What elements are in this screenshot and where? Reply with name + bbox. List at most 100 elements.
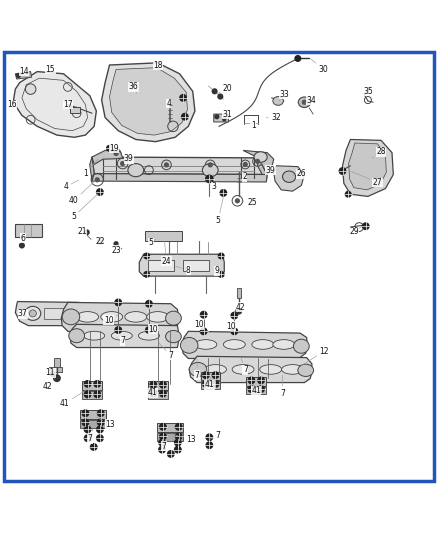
Text: 30: 30 bbox=[311, 59, 328, 74]
Ellipse shape bbox=[195, 340, 217, 349]
Ellipse shape bbox=[25, 306, 41, 320]
Ellipse shape bbox=[81, 409, 89, 417]
Polygon shape bbox=[13, 71, 96, 138]
Polygon shape bbox=[92, 157, 267, 174]
Text: 41: 41 bbox=[148, 386, 159, 397]
Text: 39: 39 bbox=[120, 154, 134, 163]
Ellipse shape bbox=[205, 174, 214, 183]
Polygon shape bbox=[189, 356, 312, 383]
Text: 1: 1 bbox=[249, 118, 255, 130]
Polygon shape bbox=[92, 174, 267, 182]
Ellipse shape bbox=[84, 391, 92, 398]
Ellipse shape bbox=[200, 327, 208, 335]
Text: 34: 34 bbox=[305, 95, 316, 104]
Polygon shape bbox=[274, 166, 304, 191]
Ellipse shape bbox=[62, 309, 80, 325]
Polygon shape bbox=[349, 143, 386, 190]
Text: 31: 31 bbox=[222, 110, 232, 119]
Polygon shape bbox=[214, 114, 229, 122]
Ellipse shape bbox=[96, 434, 104, 442]
Ellipse shape bbox=[362, 222, 370, 230]
FancyBboxPatch shape bbox=[148, 381, 168, 390]
FancyBboxPatch shape bbox=[246, 377, 266, 386]
Text: 16: 16 bbox=[7, 100, 18, 109]
Ellipse shape bbox=[257, 385, 265, 393]
Text: 7: 7 bbox=[162, 441, 170, 450]
Ellipse shape bbox=[81, 418, 89, 426]
Text: 3: 3 bbox=[210, 180, 216, 191]
Text: 2: 2 bbox=[240, 172, 247, 181]
Text: 4: 4 bbox=[63, 180, 78, 191]
FancyBboxPatch shape bbox=[82, 391, 102, 399]
Ellipse shape bbox=[223, 340, 245, 349]
FancyBboxPatch shape bbox=[44, 308, 70, 319]
FancyBboxPatch shape bbox=[201, 372, 220, 381]
Ellipse shape bbox=[212, 88, 218, 94]
Text: 10: 10 bbox=[226, 321, 236, 330]
Ellipse shape bbox=[232, 365, 254, 374]
Ellipse shape bbox=[205, 441, 213, 449]
Text: 7: 7 bbox=[280, 375, 285, 398]
Ellipse shape bbox=[69, 329, 85, 343]
Text: 42: 42 bbox=[236, 302, 246, 312]
Ellipse shape bbox=[97, 409, 105, 417]
Text: 7: 7 bbox=[117, 336, 125, 345]
Ellipse shape bbox=[25, 84, 36, 94]
Ellipse shape bbox=[147, 312, 169, 322]
Ellipse shape bbox=[345, 191, 352, 198]
Ellipse shape bbox=[283, 171, 296, 182]
Text: 15: 15 bbox=[46, 65, 55, 74]
Text: 5: 5 bbox=[215, 196, 224, 225]
Text: 10: 10 bbox=[148, 321, 158, 334]
Ellipse shape bbox=[143, 271, 150, 278]
FancyBboxPatch shape bbox=[246, 386, 266, 394]
FancyBboxPatch shape bbox=[237, 288, 241, 298]
Ellipse shape bbox=[114, 326, 122, 334]
FancyBboxPatch shape bbox=[148, 260, 174, 271]
Polygon shape bbox=[139, 254, 224, 276]
Text: 13: 13 bbox=[97, 417, 115, 429]
Ellipse shape bbox=[29, 310, 36, 317]
Ellipse shape bbox=[252, 340, 274, 349]
FancyBboxPatch shape bbox=[80, 410, 106, 419]
Text: 24: 24 bbox=[162, 241, 171, 266]
Ellipse shape bbox=[164, 162, 169, 167]
Ellipse shape bbox=[90, 443, 98, 451]
Text: 10: 10 bbox=[104, 314, 118, 325]
Ellipse shape bbox=[202, 164, 218, 177]
Ellipse shape bbox=[218, 271, 225, 278]
Text: 41: 41 bbox=[251, 384, 261, 395]
Ellipse shape bbox=[202, 380, 210, 388]
Ellipse shape bbox=[166, 330, 181, 343]
Text: 10: 10 bbox=[194, 320, 204, 329]
Text: 7: 7 bbox=[159, 343, 173, 360]
Ellipse shape bbox=[205, 433, 213, 441]
Ellipse shape bbox=[202, 371, 210, 379]
Text: 7: 7 bbox=[87, 429, 93, 443]
Text: 4: 4 bbox=[166, 99, 171, 110]
Ellipse shape bbox=[93, 380, 101, 388]
Text: 25: 25 bbox=[241, 198, 257, 207]
Polygon shape bbox=[182, 332, 307, 359]
Ellipse shape bbox=[180, 337, 198, 353]
Polygon shape bbox=[90, 157, 94, 181]
Text: 35: 35 bbox=[363, 87, 373, 98]
Ellipse shape bbox=[113, 241, 119, 246]
Polygon shape bbox=[258, 158, 267, 182]
FancyBboxPatch shape bbox=[82, 381, 102, 390]
Ellipse shape bbox=[84, 332, 105, 340]
Ellipse shape bbox=[145, 326, 153, 334]
Ellipse shape bbox=[298, 364, 314, 376]
Text: 29: 29 bbox=[349, 227, 361, 236]
Ellipse shape bbox=[145, 300, 153, 308]
Ellipse shape bbox=[212, 371, 219, 379]
Polygon shape bbox=[110, 68, 187, 135]
Ellipse shape bbox=[273, 340, 295, 349]
Ellipse shape bbox=[181, 113, 189, 120]
Ellipse shape bbox=[208, 162, 213, 167]
Ellipse shape bbox=[212, 380, 219, 388]
Text: 20: 20 bbox=[218, 84, 233, 93]
Ellipse shape bbox=[49, 371, 56, 377]
Ellipse shape bbox=[218, 253, 225, 260]
Ellipse shape bbox=[159, 381, 167, 389]
